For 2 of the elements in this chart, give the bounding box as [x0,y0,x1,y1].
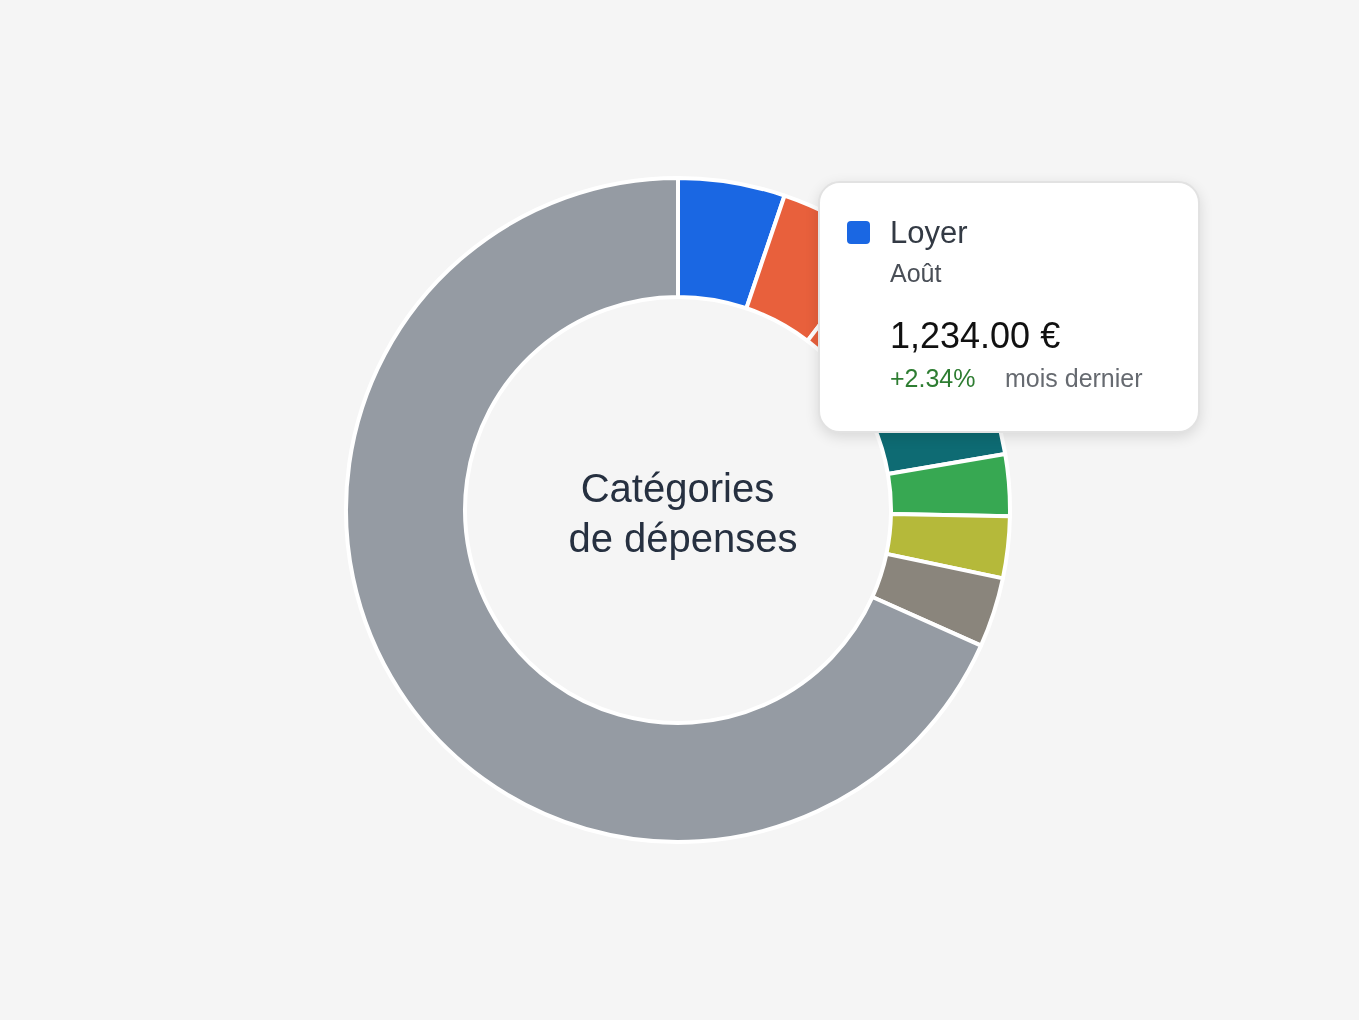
tooltip-card: Loyer Août 1,234.00 € +2.34% mois dernier [818,181,1200,433]
text: Catégories de dépenses [568,466,798,560]
